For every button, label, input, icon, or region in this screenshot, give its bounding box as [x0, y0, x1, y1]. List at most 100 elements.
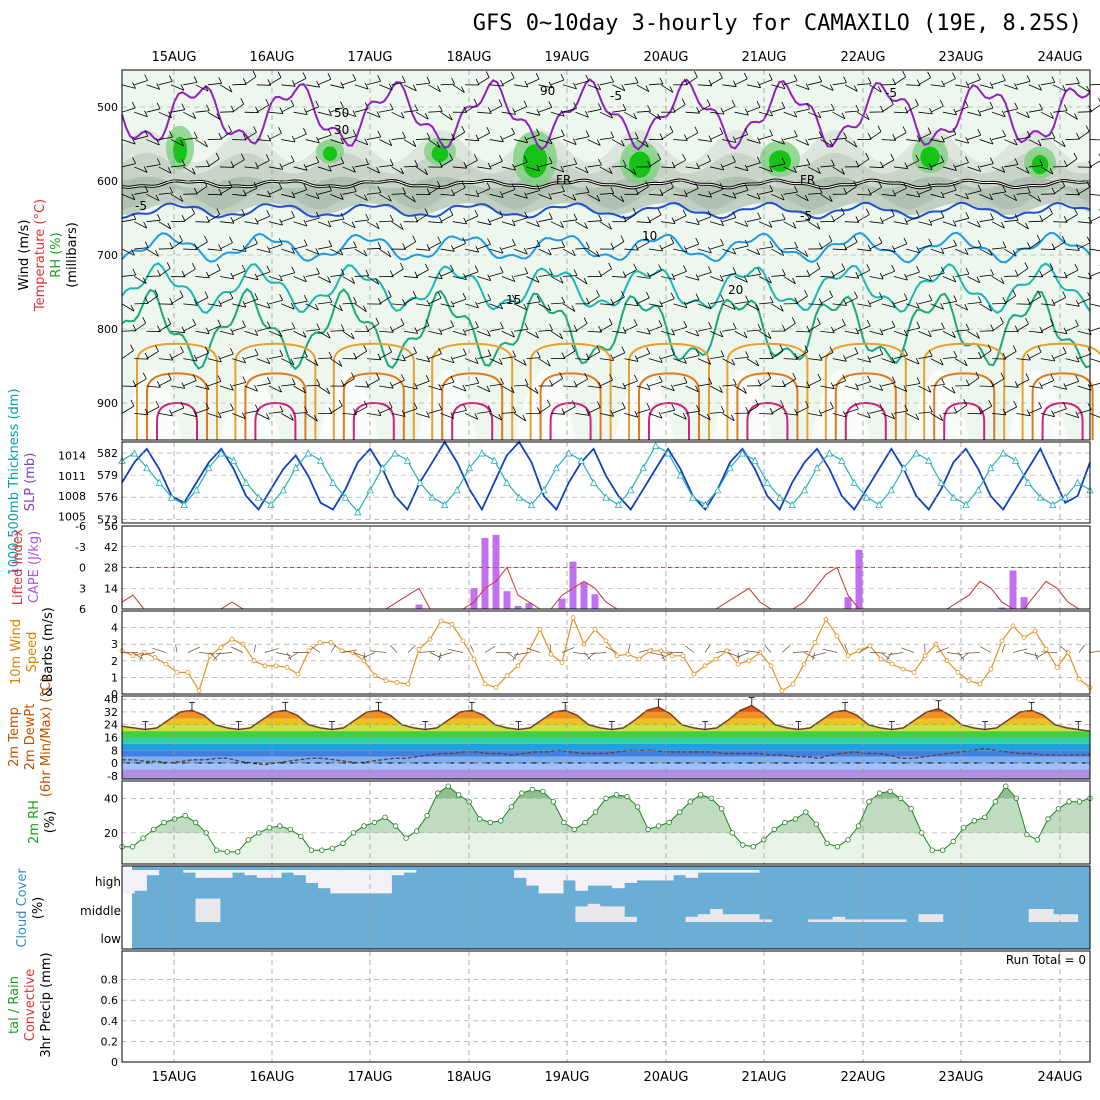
wind-barb-flag [584, 373, 588, 380]
wind-barb [955, 139, 969, 144]
wind-barb [391, 412, 406, 417]
wind-barb-flag [792, 222, 797, 229]
wind-barb [918, 166, 933, 170]
wind-barb [219, 242, 233, 250]
wind-barb [722, 272, 737, 277]
panel-axis-label: 10m Wind [9, 619, 24, 685]
wind-barb-flag [781, 82, 786, 89]
wind-barb-flag [744, 184, 749, 191]
warm-contour [1031, 372, 1094, 440]
wind-barb [758, 330, 772, 339]
wind-barb [342, 302, 357, 305]
thickness-point [577, 456, 585, 464]
wind-barb-flag [498, 358, 503, 365]
wind-speed-point [768, 663, 774, 669]
wind-barb-flag [757, 268, 762, 275]
wind-barb [710, 111, 725, 115]
wind-barb-flag [806, 214, 811, 221]
wind-barb [1077, 385, 1092, 391]
wind-barb [207, 412, 222, 419]
wind-barb-flag [1000, 317, 1004, 324]
wind-barb-flag [241, 209, 246, 216]
wind-barb-flag [1001, 221, 1005, 229]
wind-barb [1089, 193, 1100, 196]
wind-barb [183, 193, 198, 195]
wind-barb-flag [732, 136, 737, 143]
cloud-high-bar [146, 870, 160, 876]
wind-barb-flag [487, 349, 492, 356]
wind-barb [183, 82, 198, 86]
wind-barb [244, 276, 259, 281]
wind-barb-flag [524, 80, 529, 88]
wind-barb-flag [793, 130, 798, 137]
wind-barb [636, 221, 651, 224]
wind-barb-flag [535, 331, 539, 339]
wind-barb-flag [891, 320, 896, 328]
wind-barb-flag [475, 376, 480, 384]
wind-barb-flag [278, 238, 283, 245]
wind-barb-flag [216, 208, 221, 215]
wind-barb-flag [1002, 297, 1007, 304]
wind-barb-flag [1014, 214, 1019, 221]
cloud-high-bar [379, 870, 392, 894]
wind-barb [158, 379, 172, 387]
wind-barb [158, 412, 173, 417]
wind-barb-flag [524, 211, 528, 218]
wind-barb-flag [242, 376, 247, 383]
wind-barb [562, 350, 576, 359]
rh-very-high-area [522, 144, 548, 178]
wind-barb [820, 352, 834, 359]
wind-barb [563, 107, 577, 113]
warm-contour [834, 372, 897, 440]
wind-barb-flag [829, 346, 834, 353]
wind-barb [758, 276, 772, 284]
wind-barb-flag [1027, 186, 1031, 194]
wind-barb [1053, 84, 1066, 92]
wind-barb [1016, 192, 1031, 195]
wind-barb [734, 357, 749, 359]
wind-barb [587, 351, 601, 359]
wind-barb-flag [694, 182, 699, 189]
wind-barb-flag [1012, 289, 1017, 296]
wind-speed-point [174, 670, 180, 675]
wind-barb [526, 221, 540, 228]
wind-barb [881, 139, 896, 141]
wind-barb-flag [658, 375, 663, 383]
wind-barb-flag [240, 153, 245, 160]
wind-barb [685, 221, 700, 225]
wind-barb [648, 214, 662, 223]
wind-barb [195, 84, 209, 92]
wind-barb-flag [169, 186, 174, 194]
warm-contour [1021, 342, 1100, 440]
wind-barb-flag [794, 408, 798, 416]
rh2m-point [508, 804, 514, 810]
wind-barb-flag [597, 103, 602, 110]
wind-barb [1003, 295, 1016, 305]
wind-barb [489, 216, 503, 223]
wind-barb-flag [451, 77, 455, 85]
wind-barb-flag [671, 217, 676, 224]
wind-barb [477, 166, 492, 170]
wind-barb-flag [559, 372, 563, 379]
wind-barb [587, 139, 601, 146]
date-label-bottom: 23AUG [938, 1070, 983, 1085]
temp-band [122, 718, 1090, 725]
wind-barb-flag [854, 402, 859, 410]
wind-barb [636, 110, 651, 113]
wind-barb [612, 330, 627, 334]
wind-barb [563, 163, 577, 168]
wind-barb-flag [181, 326, 186, 333]
wind-barb [134, 358, 149, 360]
wind-barb [489, 105, 503, 113]
thickness-point [279, 485, 287, 494]
y-tick-label: 40 [104, 693, 118, 706]
wind-barb-flag [963, 399, 968, 406]
wind-barb-flag [206, 104, 210, 111]
wind-barb-flag [412, 140, 417, 147]
thickness-point [292, 463, 300, 472]
wind-barb [955, 84, 970, 88]
wind-barb-flag [793, 166, 797, 173]
wind-barb-flag [252, 70, 257, 77]
wind-barb [158, 221, 172, 230]
wind-barb [330, 248, 344, 256]
